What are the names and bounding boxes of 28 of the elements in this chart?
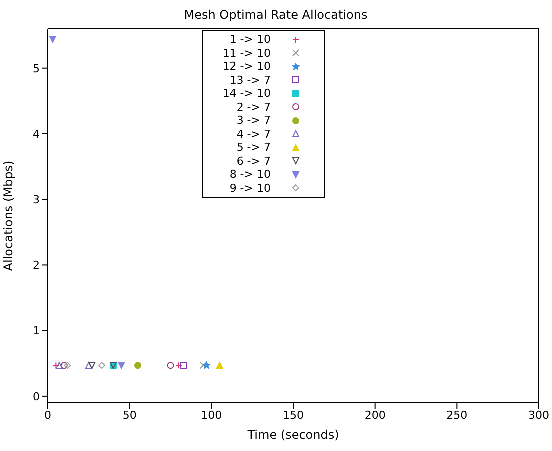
legend-label: 4 -> 7 <box>236 128 271 141</box>
x-tick-label: 200 <box>364 408 386 422</box>
legend-label: 1 -> 10 <box>228 33 271 46</box>
y-tick-label: 1 <box>33 324 40 338</box>
legend-label: 3 -> 7 <box>236 114 271 128</box>
x-tick-label: 0 <box>44 408 52 422</box>
legend-label: 5 -> 7 <box>236 141 271 154</box>
legend-label: 6 -> 7 <box>236 154 271 168</box>
x-tick-label: 150 <box>283 408 304 422</box>
x-tick-label: 300 <box>528 408 550 422</box>
legend-label: 13 -> 7 <box>228 74 271 87</box>
y-tick-label: 2 <box>33 259 40 272</box>
legend-label: 9 -> 10 <box>228 182 271 195</box>
legend-label: 14 -> 10 <box>222 87 271 100</box>
x-axis-title: Time (seconds) <box>246 428 340 442</box>
x-tick-label: 100 <box>201 408 222 422</box>
y-axis-title: Allocations (Mbps) <box>1 160 16 272</box>
legend-label: 2 -> 7 <box>236 100 271 114</box>
legend-label: 8 -> 10 <box>228 168 271 182</box>
y-tick-label: 5 <box>33 62 40 76</box>
y-tick-label: 0 <box>33 390 40 404</box>
y-tick-label: 4 <box>33 128 40 141</box>
legend-label: 11 -> 10 <box>222 46 271 60</box>
y-tick-label: 3 <box>33 194 40 206</box>
x-tick-label: 50 <box>122 408 137 422</box>
chart-title: Mesh Optimal Rate Allocations <box>183 8 369 22</box>
legend-label: 12 -> 10 <box>222 60 271 74</box>
x-tick-label: 250 <box>446 408 468 422</box>
